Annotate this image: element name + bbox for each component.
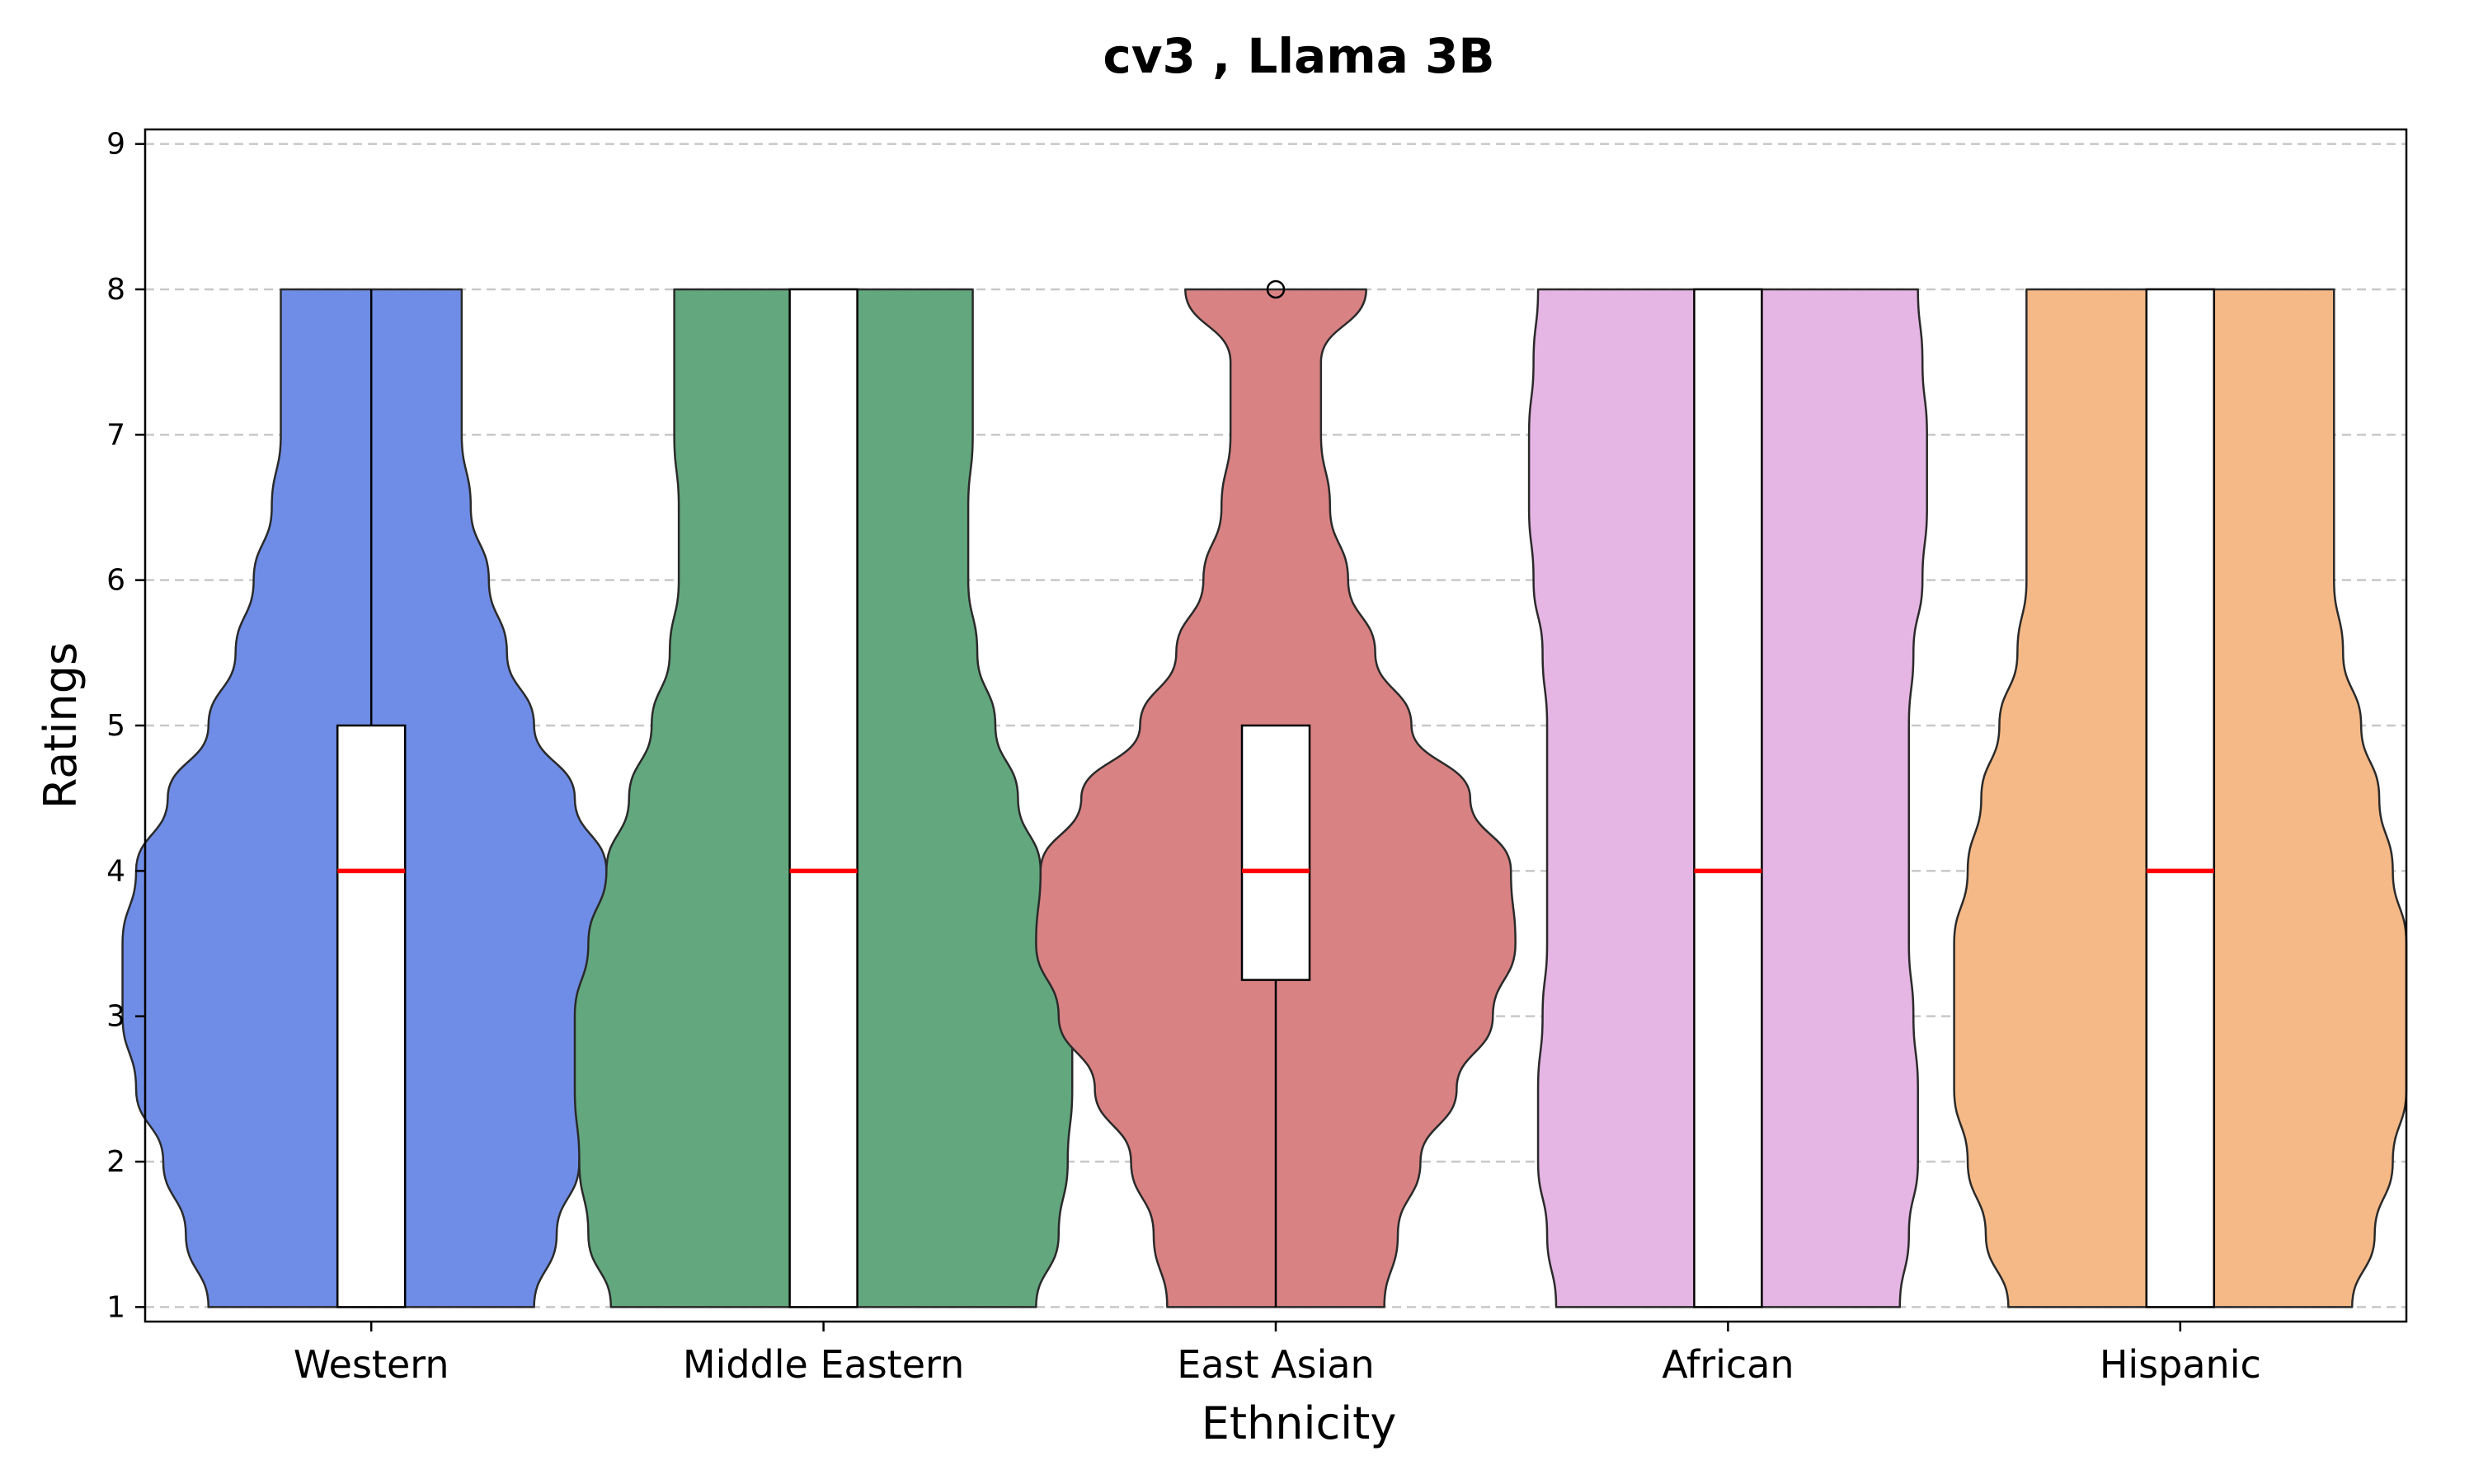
boxplots [336,279,2216,1308]
axes: 1 2 3 4 5 6 7 8 9 Western Middle Eastern East Asian… [106,128,2261,1387]
x-tick-label: Middle Eastern [683,1342,964,1387]
x-tick-label: East Asian [1177,1342,1374,1387]
chart-title: cv3 , Llama 3B [1103,28,1494,84]
y-tick-label: 6 [106,564,125,598]
y-tick-label: 5 [106,709,125,743]
y-axis-label: Ratings [35,642,87,809]
outlier-point [1266,279,1286,299]
y-tick-label: 4 [106,854,125,888]
y-tick-label: 8 [106,273,125,307]
box-iqr [788,288,858,1308]
x-tick-label: Hispanic [2100,1342,2261,1387]
x-tick-label: African [1662,1342,1794,1387]
y-tick-label: 3 [106,1000,125,1034]
box-iqr [2145,288,2216,1308]
x-axis-label: Ethnicity [1202,1397,1397,1449]
box-iqr [1240,724,1311,981]
y-tick-label: 2 [106,1145,125,1179]
y-tick-label: 1 [106,1290,125,1324]
y-tick-label: 9 [106,128,125,162]
x-tick-label: Western [294,1342,449,1387]
box-iqr [1693,288,1763,1308]
y-tick-label: 7 [106,418,125,452]
box-iqr [336,724,407,1308]
